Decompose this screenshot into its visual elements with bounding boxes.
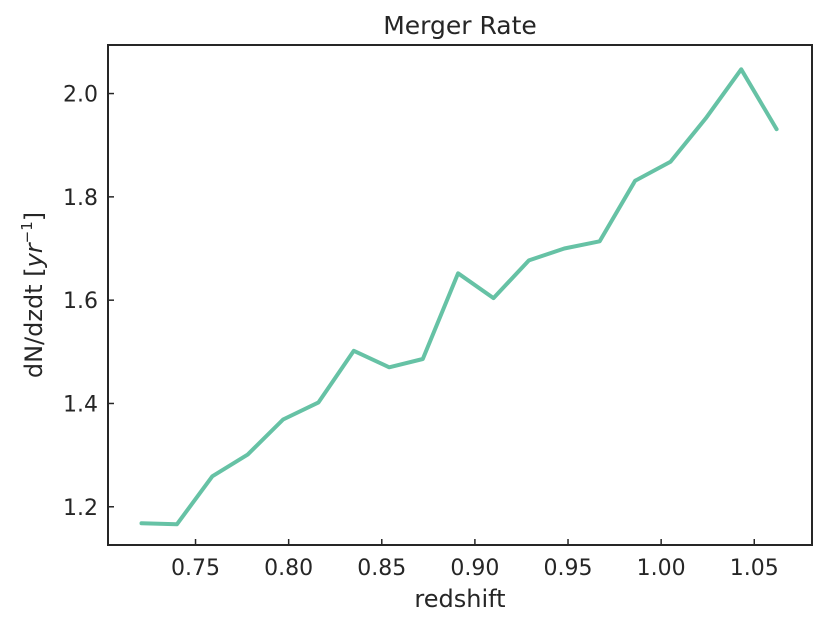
- x-axis-title: redshift: [414, 585, 505, 613]
- x-tick-label: 0.90: [450, 556, 499, 581]
- y-tick-label: 1.6: [63, 289, 98, 314]
- x-tick-label: 0.85: [357, 556, 406, 581]
- y-tick-label: 1.4: [63, 392, 98, 417]
- x-tick-label: 1.05: [730, 556, 779, 581]
- series-layer: [139, 67, 779, 527]
- series-line: [139, 67, 779, 527]
- y-tick-label: 1.8: [63, 186, 98, 211]
- x-tick-label: 0.75: [171, 556, 220, 581]
- x-tick-label: 0.95: [544, 556, 593, 581]
- y-tick-label: 2.0: [63, 83, 98, 108]
- x-tick-label: 0.80: [264, 556, 313, 581]
- y-axis: 1.2 1.4 1.6 1.8 2.0: [63, 83, 114, 521]
- plot-area: [107, 44, 813, 546]
- x-tick-label: 1.00: [637, 556, 686, 581]
- chart-title: Merger Rate: [383, 11, 537, 40]
- plot-frame: [107, 44, 813, 546]
- x-axis: 0.75 0.80 0.85 0.90 0.95 1.00 1.05: [171, 539, 779, 581]
- y-tick-label: 1.2: [63, 496, 98, 521]
- y-axis-title: dN/dzdt [yr−1]: [18, 212, 48, 378]
